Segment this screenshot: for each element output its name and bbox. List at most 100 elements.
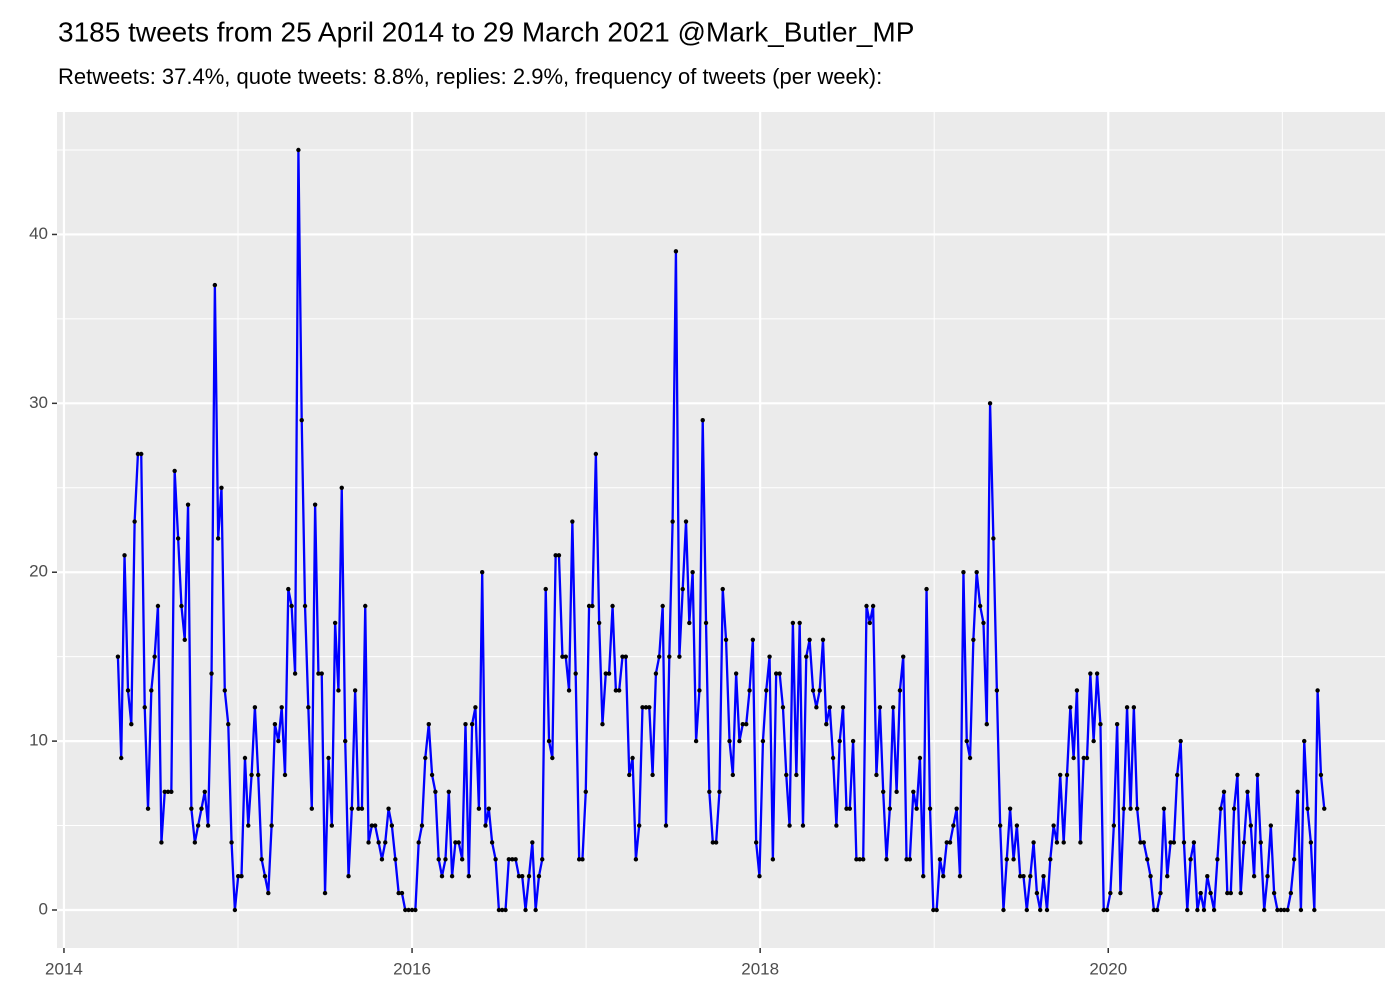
data-point <box>647 705 652 710</box>
data-point <box>750 637 756 642</box>
data-point <box>1205 874 1210 879</box>
data-point <box>643 705 649 710</box>
data-point <box>693 738 699 744</box>
data-point <box>299 418 304 423</box>
data-point <box>1221 789 1227 794</box>
data-point <box>1302 738 1307 744</box>
data-point <box>1031 840 1036 845</box>
data-point <box>1191 840 1197 845</box>
data-point <box>530 840 535 845</box>
data-point <box>192 840 198 845</box>
data-point <box>536 874 542 879</box>
data-point <box>1111 823 1117 828</box>
data-point <box>1148 874 1153 879</box>
data-point <box>413 907 418 913</box>
data-point <box>1041 874 1046 879</box>
data-point <box>125 688 131 693</box>
y-tick-label: 20 <box>29 562 48 581</box>
data-point <box>352 688 358 693</box>
data-point <box>339 485 344 490</box>
data-point <box>927 806 933 811</box>
data-point <box>115 654 121 659</box>
data-point <box>1201 907 1207 913</box>
data-point <box>262 874 268 879</box>
data-point <box>1258 840 1263 845</box>
data-point <box>349 806 355 811</box>
data-point <box>506 857 512 862</box>
data-point <box>222 688 227 693</box>
data-point <box>864 603 869 609</box>
data-point <box>934 907 939 913</box>
data-point <box>383 840 388 845</box>
data-point <box>1131 705 1137 710</box>
data-point <box>687 620 692 626</box>
data-point <box>733 671 739 676</box>
data-point <box>129 722 134 727</box>
data-point <box>1161 806 1167 811</box>
data-point <box>770 857 776 862</box>
data-point <box>232 907 238 913</box>
chart-title: 3185 tweets from 25 April 2014 to 29 Mar… <box>58 16 914 47</box>
data-point <box>195 823 201 828</box>
data-point <box>697 688 702 693</box>
data-point <box>386 806 391 811</box>
data-point <box>419 823 425 828</box>
data-point <box>172 468 177 474</box>
y-tick-label: 40 <box>29 224 48 243</box>
data-point <box>780 705 786 710</box>
data-point <box>346 874 351 879</box>
data-point <box>1098 722 1103 727</box>
data-point <box>590 603 595 609</box>
data-point <box>526 874 532 879</box>
data-point <box>1231 806 1237 811</box>
data-point <box>717 789 722 794</box>
data-point <box>1074 688 1080 693</box>
data-point <box>1195 907 1200 913</box>
data-point <box>289 603 294 609</box>
data-point <box>914 806 919 811</box>
data-point <box>941 874 946 879</box>
data-point <box>436 857 441 862</box>
data-point <box>199 806 204 811</box>
data-point <box>215 536 221 541</box>
data-point <box>867 620 873 626</box>
data-point <box>814 705 819 710</box>
data-point <box>359 806 365 811</box>
data-point <box>309 806 315 811</box>
data-point <box>663 823 669 828</box>
data-point <box>1064 772 1070 778</box>
data-point <box>1251 874 1257 879</box>
data-point <box>824 722 829 727</box>
data-point <box>1021 874 1026 879</box>
data-point <box>1138 840 1143 845</box>
data-point <box>613 688 619 693</box>
data-point <box>242 755 248 761</box>
data-point <box>1091 738 1096 744</box>
data-point <box>944 840 949 845</box>
data-point <box>1128 806 1133 811</box>
data-point <box>566 688 572 693</box>
x-tick-label: 2020 <box>1089 959 1127 978</box>
data-point <box>1185 907 1190 913</box>
data-point <box>1305 806 1310 811</box>
data-point <box>730 772 736 778</box>
data-point <box>212 282 218 288</box>
data-point <box>947 840 953 845</box>
data-point <box>881 789 886 794</box>
data-point <box>844 806 849 811</box>
data-point <box>179 603 184 609</box>
data-point <box>737 738 742 744</box>
data-point <box>556 553 562 558</box>
data-point <box>586 603 592 609</box>
data-point <box>874 772 879 778</box>
data-point <box>145 806 151 811</box>
data-point <box>185 502 191 507</box>
data-point <box>372 823 378 828</box>
data-point <box>931 907 936 913</box>
data-point <box>1318 772 1324 778</box>
data-point <box>954 806 959 811</box>
data-point <box>1114 722 1120 727</box>
data-point <box>1078 840 1083 845</box>
x-tick-label: 2014 <box>45 959 83 978</box>
